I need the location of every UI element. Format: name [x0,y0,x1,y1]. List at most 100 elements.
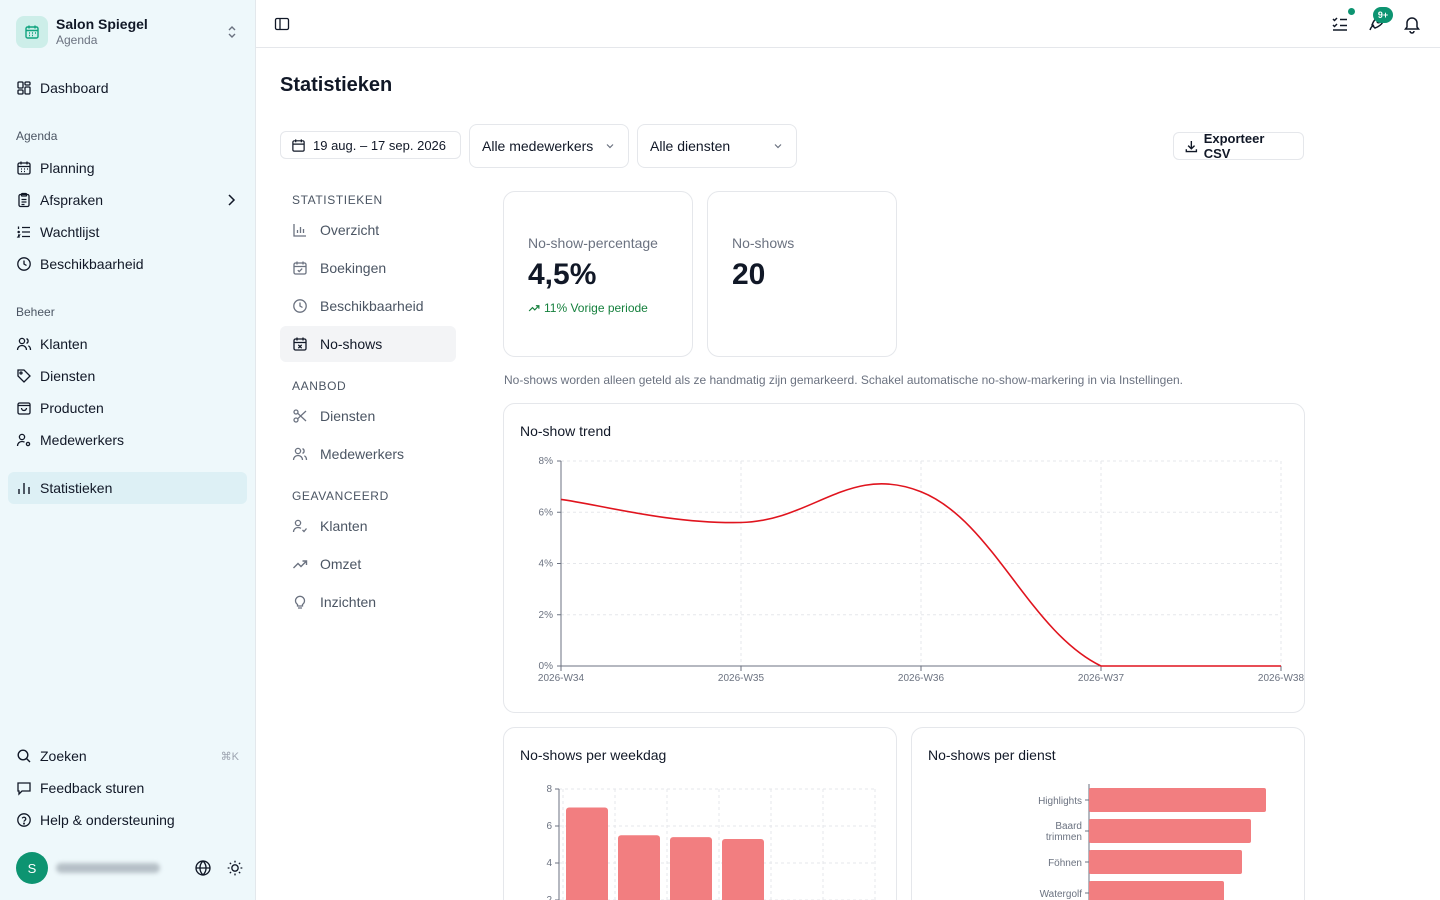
service-label: Föhnen [1048,858,1082,869]
date-range-button[interactable]: 19 aug. – 17 sep. 2026 [280,131,461,159]
stat-trend: 11% Vorige periode [528,301,648,315]
nav-diensten[interactable]: Diensten [8,360,247,392]
stat-card-noshow-count: No-shows 20 [707,191,897,357]
user-email-redacted [56,863,160,873]
nav-planning[interactable]: Planning [8,152,247,184]
chevron-down-icon [606,144,614,149]
nav-feedback-label: Feedback sturen [40,780,145,796]
notifications-badge: 9+ [1373,7,1393,23]
sun-icon[interactable] [226,859,244,877]
service-bar [1089,850,1242,874]
y-tick-label: 6% [539,507,554,518]
weekday-chart: 2 4 6 8 [546,784,876,900]
noshow-info-note: No-shows worden alleen geteld als ze han… [504,373,1184,387]
lightbulb-icon [294,595,306,609]
subnav-section-aanbod: AANBOD [292,379,347,393]
nav-medewerkers-label: Medewerkers [40,432,125,448]
y-tick-label: 2% [539,610,554,621]
clipboard-icon [18,192,30,208]
nav-beschikbaarheid-label: Beschikbaarheid [40,256,144,272]
nav-wachtlijst[interactable]: Wachtlijst [8,216,247,248]
weekday-bar [618,835,660,900]
bar-chart-icon [18,483,30,494]
subnav-klanten-label: Klanten [320,518,368,534]
nav-section-beheer: Beheer [16,305,55,319]
search-icon [17,749,31,763]
nav-help[interactable]: Help & ondersteuning [8,804,247,836]
nav-dashboard-label: Dashboard [40,80,109,96]
service-bar [1089,881,1224,900]
subnav-boekingen[interactable]: Boekingen [280,250,456,286]
user-menu[interactable]: S [16,852,244,884]
nav-section-agenda: Agenda [16,129,58,143]
nav-dashboard[interactable]: Dashboard [8,72,247,104]
export-csv-label: Exporteer CSV [1203,131,1265,161]
calendar-x-icon [293,337,307,351]
topbar: 9+ [256,0,1440,48]
bar-chart-icon [293,224,306,237]
avatar: S [16,852,48,884]
calendar-icon [17,161,31,175]
y-tick-label: 2 [546,895,552,900]
subnav-medewerkers[interactable]: Medewerkers [280,436,456,472]
chart-card-service: No-shows per dienst Highlights Baard trimm… [911,727,1305,900]
export-csv-button[interactable]: Exporteer CSV [1173,131,1304,161]
nav-afspraken[interactable]: Afspraken [8,184,247,216]
subnav-section-geavanceerd: GEAVANCEERD [292,489,389,503]
dashboard-icon [17,81,31,95]
trend-line [560,482,1281,667]
nav-feedback[interactable]: Feedback sturen [8,772,247,804]
nav-klanten[interactable]: Klanten [8,328,247,360]
date-range-label: 19 aug. – 17 sep. 2026 [313,137,447,153]
chevron-right-icon [228,194,236,206]
help-circle-icon [17,813,31,827]
tasks-icon[interactable] [1330,14,1350,34]
sidebar-toggle-icon[interactable] [274,16,290,32]
users-icon [292,447,308,461]
trend-chart: 0% 2% 4% 6% 8% 2026-W34 2026-W35 2026-W36 2026-W… [538,456,1304,684]
nav-klanten-label: Klanten [40,336,88,352]
nav-statistieken[interactable]: Statistieken [8,472,247,504]
service-label: trimmen [1046,832,1082,843]
service-select[interactable]: Alle diensten [637,124,797,168]
clock-icon [293,299,307,313]
stat-label: No-show-percentage [528,235,658,251]
list-ordered-icon [16,226,30,238]
nav-producten-label: Producten [40,400,104,416]
subnav-klanten[interactable]: Klanten [280,508,456,544]
staff-select-value: Alle medewerkers [482,138,594,154]
workspace-name: Salon Spiegel [56,16,148,32]
subnav-noshows[interactable]: No-shows [280,326,456,362]
subnav-omzet-label: Omzet [320,556,362,572]
nav-producten[interactable]: Producten [8,392,247,424]
bell-icon[interactable] [1402,14,1422,34]
nav-zoeken[interactable]: Zoeken ⌘K [8,740,247,772]
subnav-overzicht[interactable]: Overzicht [280,212,456,248]
nav-beschikbaarheid[interactable]: Beschikbaarheid [8,248,247,280]
stat-label: No-shows [732,235,795,251]
weekday-bar [670,837,712,900]
subnav-diensten[interactable]: Diensten [280,398,456,434]
y-tick-label: 4% [539,559,554,570]
scissors-icon [293,409,307,423]
globe-icon[interactable] [194,859,212,877]
service-select-value: Alle diensten [650,138,731,154]
user-check-icon [292,519,307,533]
subnav-section-statistieken: STATISTIEKEN [292,193,383,207]
workspace-switcher[interactable]: Salon Spiegel Agenda [8,8,248,56]
subnav-beschikbaarheid[interactable]: Beschikbaarheid [280,288,456,324]
nav-afspraken-label: Afspraken [40,192,104,208]
staff-select[interactable]: Alle medewerkers [469,124,629,168]
subnav-beschikbaarheid-label: Beschikbaarheid [320,298,424,314]
subnav-overzicht-label: Overzicht [320,222,380,238]
subnav-medewerkers-label: Medewerkers [320,446,405,462]
subnav-omzet[interactable]: Omzet [280,546,456,582]
subnav-inzichten[interactable]: Inzichten [280,584,456,620]
nav-zoeken-label: Zoeken [40,748,87,764]
user-cog-icon [16,433,31,447]
nav-medewerkers[interactable]: Medewerkers [8,424,247,456]
y-tick-label: 6 [546,821,552,832]
message-square-icon [17,782,31,796]
x-tick-label: 2026-W35 [718,673,765,684]
